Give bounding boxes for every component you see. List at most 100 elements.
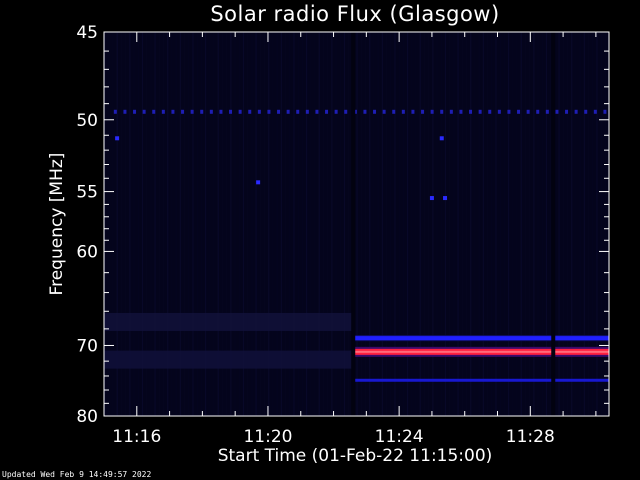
band-dot <box>200 109 204 114</box>
background-streak <box>318 32 320 416</box>
background-streak <box>503 32 505 416</box>
background-streak <box>407 32 409 416</box>
background-streak <box>221 32 224 416</box>
background-streak <box>583 32 585 416</box>
band-dot <box>440 109 444 114</box>
background-streak <box>381 32 383 416</box>
band-dot <box>229 109 233 114</box>
x-tick-label: 11:24 <box>375 427 424 447</box>
background-streak <box>120 32 123 416</box>
chart-title: Solar radio Flux (Glasgow) <box>210 2 500 26</box>
y-tick-label: 70 <box>76 336 98 356</box>
background-streak <box>600 32 602 416</box>
data-gap <box>351 32 356 416</box>
background-streak <box>133 32 135 416</box>
background-streak <box>259 32 261 416</box>
background-streak <box>137 32 139 416</box>
background-streak <box>280 32 282 416</box>
background-streak <box>268 32 270 416</box>
y-tick-label: 50 <box>76 111 98 131</box>
background-streak <box>377 32 379 416</box>
background-streak <box>310 32 312 416</box>
band-dot <box>161 109 165 114</box>
band-dot <box>152 109 156 114</box>
y-tick-label: 60 <box>76 242 98 262</box>
background-streak <box>373 32 375 416</box>
band-dot <box>574 109 578 114</box>
background-streak <box>449 32 451 416</box>
background-streak <box>415 32 417 416</box>
y-tick-label: 45 <box>76 23 98 43</box>
band-dot <box>488 109 492 114</box>
updated-timestamp: Updated Wed Feb 9 14:49:57 2022 <box>2 470 152 479</box>
band-dot <box>325 109 329 114</box>
band-dot <box>315 109 319 114</box>
background-streak <box>461 32 463 416</box>
background-streak <box>205 32 207 416</box>
band-dot <box>363 109 367 114</box>
background-streak <box>331 32 333 416</box>
band-dot <box>478 109 482 114</box>
band-dot <box>411 109 415 114</box>
background-streak <box>112 32 114 416</box>
background-streak <box>116 32 118 416</box>
band-dot <box>286 109 290 114</box>
band-dot <box>171 109 175 114</box>
background-streak <box>592 32 594 416</box>
y-tick-label: 55 <box>76 183 98 203</box>
background-streak <box>423 32 426 416</box>
band-dot <box>296 109 300 114</box>
background-streak <box>276 32 278 416</box>
background-streak <box>533 32 535 416</box>
background-streak <box>272 32 274 416</box>
background-streak <box>293 32 295 416</box>
band-dot <box>238 109 242 114</box>
band-dot <box>459 109 463 114</box>
background-streak <box>188 32 190 416</box>
background-streak <box>284 32 287 416</box>
band-dot <box>555 109 559 114</box>
plot-frame <box>103 31 610 417</box>
background-streak <box>604 32 606 416</box>
band-blue <box>353 336 609 341</box>
background-streak <box>394 32 396 416</box>
data-gap <box>551 32 556 416</box>
background-streak <box>432 32 434 416</box>
burst-spot <box>115 136 120 141</box>
band-dot <box>507 109 511 114</box>
background-streak <box>306 32 308 416</box>
background-streak <box>571 32 573 416</box>
background-streak <box>108 32 110 416</box>
band-dot <box>497 109 501 114</box>
background-streak <box>192 32 194 416</box>
band-dot <box>344 109 348 114</box>
background-streak <box>579 32 581 416</box>
background-streak <box>495 32 497 416</box>
background-streak <box>575 32 577 416</box>
background-streak <box>545 32 548 416</box>
band-faint <box>104 312 354 331</box>
background-streak <box>453 32 455 416</box>
background-streak <box>234 32 236 416</box>
background-streak <box>508 32 510 416</box>
background-streak <box>213 32 215 416</box>
background-streak <box>154 32 156 416</box>
x-axis-label: Start Time (01-Feb-22 11:15:00) <box>217 446 493 466</box>
background-streak <box>129 32 131 416</box>
burst-spot <box>256 180 261 185</box>
background-streak <box>141 32 144 416</box>
background-streak <box>566 32 569 416</box>
x-tick-label: 11:16 <box>112 427 161 447</box>
band-dot <box>545 109 549 114</box>
background-streak <box>314 32 316 416</box>
band-dot <box>382 109 386 114</box>
band-faint <box>104 350 354 369</box>
background-streak <box>465 32 468 416</box>
background-streak <box>457 32 459 416</box>
background-streak <box>364 32 367 416</box>
background-streak <box>171 32 173 416</box>
band-dot <box>392 109 396 114</box>
background-streak <box>356 32 358 416</box>
background-streak <box>322 32 325 416</box>
